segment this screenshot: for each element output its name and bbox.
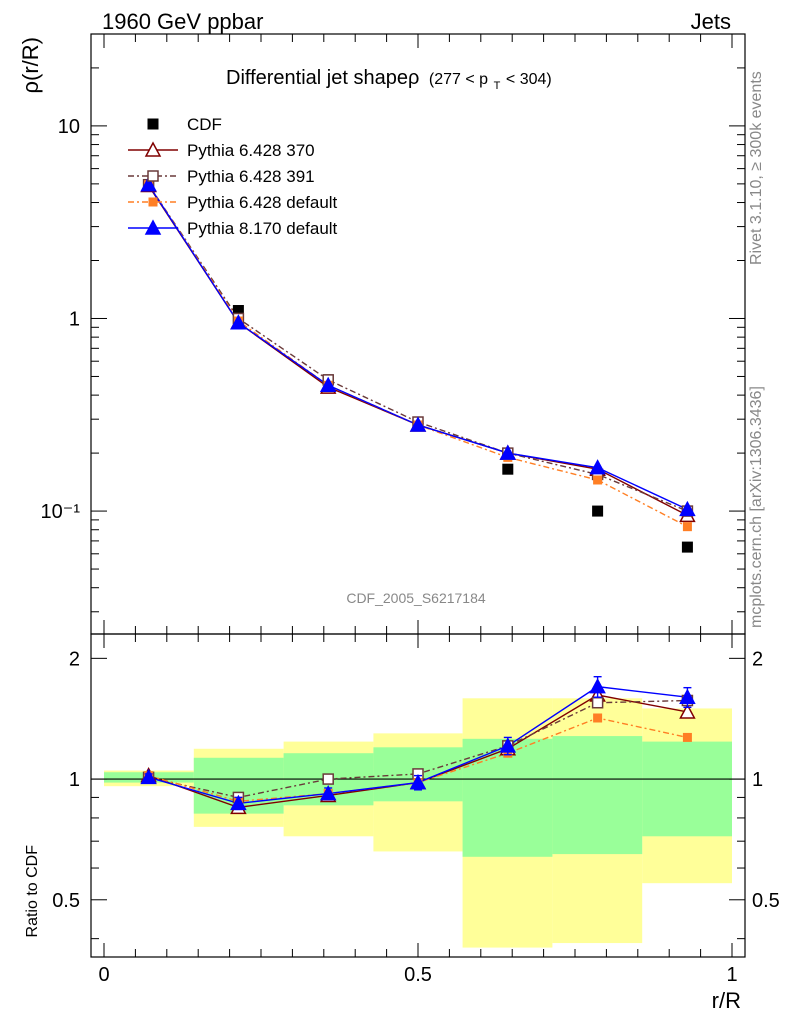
axes: 0 0.5 1 10 1 10⁻¹ 2 2 1 1 0.5 0.5 <box>41 33 780 986</box>
series-point-ratio <box>322 773 334 785</box>
series-point-ratio <box>679 703 696 719</box>
legend-label: Pythia 6.428 default <box>187 193 338 212</box>
series-point-top <box>589 459 606 475</box>
legend-marker <box>144 219 162 235</box>
cdf-data-point <box>232 305 244 317</box>
band-inner-bin <box>642 741 732 837</box>
y-tick-label-bottom-right: 0.5 <box>752 890 780 912</box>
y-tick-label-top: 10⁻¹ <box>41 501 81 523</box>
legend: CDF Pythia 6.428 370 Pythia 6.428 391 Pythi… <box>128 115 338 238</box>
series-markers <box>140 176 696 815</box>
cdf-data-point <box>592 505 604 517</box>
legend-label: Pythia 6.428 391 <box>187 167 315 186</box>
series-point-top <box>319 376 337 393</box>
series-point-ratio <box>591 696 604 709</box>
series-point-top <box>409 416 427 432</box>
x-tick-label: 1 <box>726 964 737 986</box>
legend-marker <box>148 197 158 207</box>
series-point-top <box>499 444 517 460</box>
chart-title: Differential jet shapeρ (277 < p T < 304… <box>226 67 552 94</box>
y-axis-label-top: ρ(r/R) <box>18 37 43 94</box>
rivet-label: Rivet 3.1.10, ≥ 300k events <box>748 71 765 265</box>
title-main: Differential jet shapeρ <box>226 67 419 89</box>
x-axis-label: r/R <box>712 988 741 1013</box>
x-tick-label: 0.5 <box>404 964 432 986</box>
y-tick-label-bottom: 0.5 <box>52 890 80 912</box>
cdf-data-point <box>502 463 514 475</box>
y-tick-label-top: 10 <box>58 116 80 138</box>
series-point-top <box>230 314 247 330</box>
x-tick-label: 0 <box>98 964 109 986</box>
series-point-top <box>593 475 603 485</box>
legend-label: Pythia 8.170 default <box>187 219 338 238</box>
series-point-top <box>679 500 696 517</box>
y-tick-label-bottom: 2 <box>69 648 80 670</box>
title-range-pre: (277 < p <box>429 71 488 88</box>
y-tick-label-bottom-right: 1 <box>752 769 763 791</box>
cdf-data-point <box>681 541 693 553</box>
legend-marker <box>144 141 162 157</box>
legend-marker-cdf <box>147 118 159 130</box>
header-left: 1960 GeV ppbar <box>102 9 263 34</box>
series-point-ratio <box>682 732 692 742</box>
title-range-sub: T <box>494 80 501 92</box>
uncertainty-bands <box>91 698 745 948</box>
band-inner-bin <box>552 736 643 855</box>
legend-marker <box>147 170 159 182</box>
y-tick-label-top: 1 <box>69 308 80 330</box>
y-tick-label-bottom-right: 2 <box>752 648 763 670</box>
title-range-post: < 304) <box>506 71 552 88</box>
legend-label: Pythia 6.428 370 <box>187 141 315 160</box>
y-tick-label-bottom: 1 <box>69 769 80 791</box>
series-point-ratio <box>593 713 603 723</box>
header-right: Jets <box>691 9 731 34</box>
series-point-top <box>140 176 157 192</box>
legend-label-cdf: CDF <box>187 115 222 134</box>
y-axis-label-bottom: Ratio to CDF <box>24 845 41 938</box>
series-point-top <box>682 522 692 532</box>
analysis-id: CDF_2005_S6217184 <box>346 590 486 606</box>
mcplots-label: mcplots.cern.ch [arXiv:1306.3436] <box>748 386 765 628</box>
